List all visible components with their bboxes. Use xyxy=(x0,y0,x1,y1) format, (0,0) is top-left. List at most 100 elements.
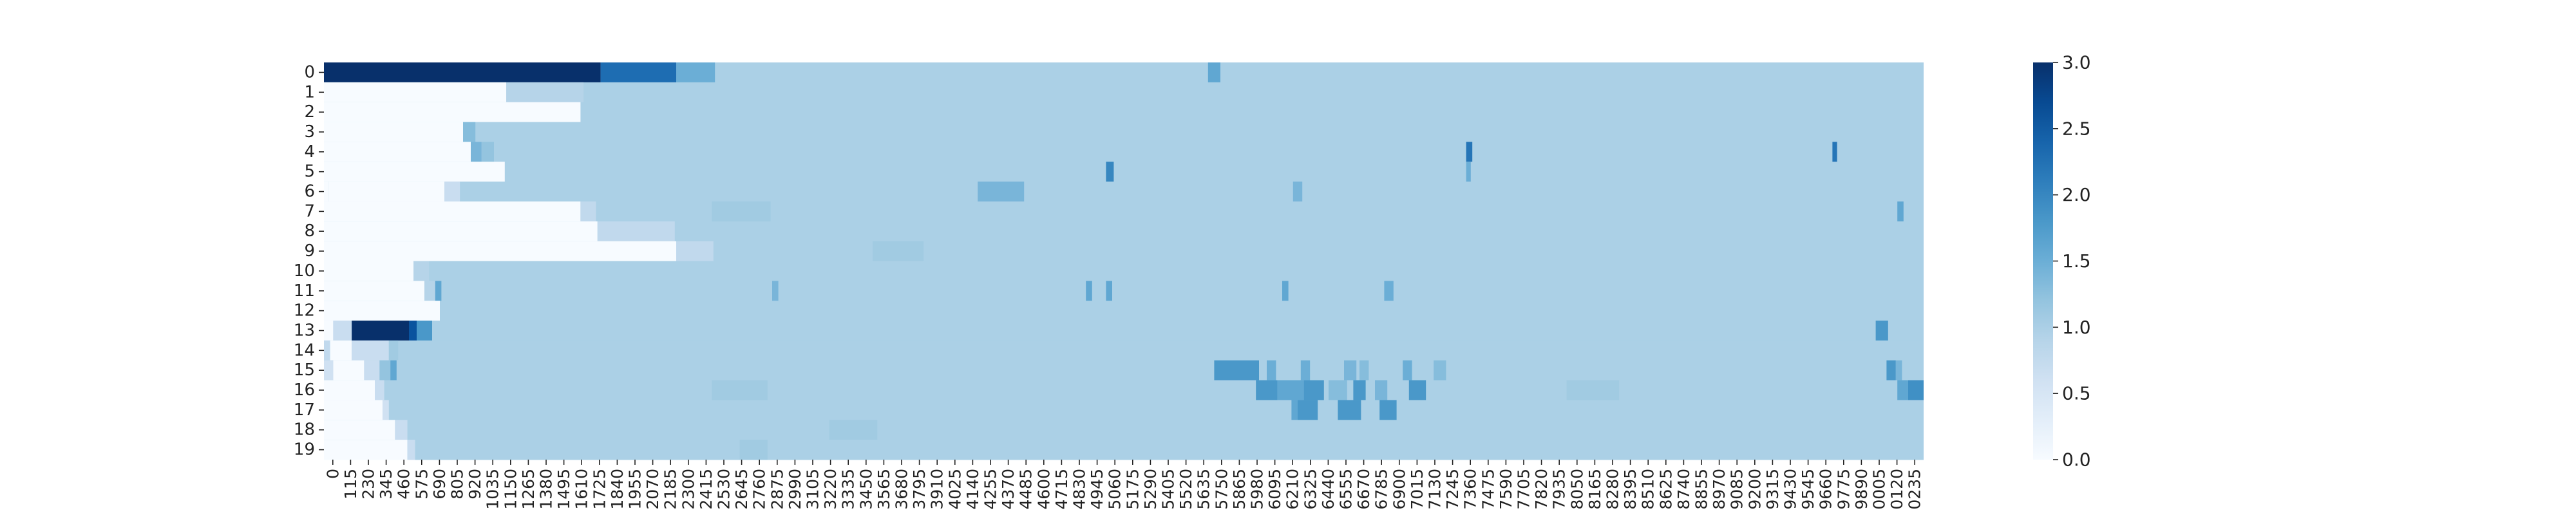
x-tick-label: 1265 xyxy=(519,469,538,510)
x-tick-label: 1035 xyxy=(484,469,502,510)
colorbar xyxy=(2033,62,2053,460)
heatmap-row-2-base xyxy=(324,102,1924,123)
x-tick-label: 9200 xyxy=(1745,469,1764,510)
x-tick-label: 8510 xyxy=(1639,469,1658,510)
x-tick-label: 7705 xyxy=(1515,469,1533,510)
x-tick-label: 2070 xyxy=(643,469,662,510)
heatmap-cell-row7-0 xyxy=(324,201,581,222)
x-tick-label: 9660 xyxy=(1817,469,1835,510)
x-tick-label: 9430 xyxy=(1781,469,1800,510)
heatmap-cell-row16-4 xyxy=(1277,380,1304,400)
y-tick-label: 5 xyxy=(304,162,315,182)
x-tick-label: 460 xyxy=(395,469,413,500)
heatmap-cell-row13-1 xyxy=(333,321,352,341)
x-tick-label: 7935 xyxy=(1550,469,1569,510)
heatmap-cell-row11-5 xyxy=(1106,281,1112,301)
y-tick-label: 12 xyxy=(294,301,315,321)
heatmap-cell-row4-4 xyxy=(1832,142,1837,162)
heatmap-cell-row7-1 xyxy=(580,201,596,222)
y-tick-label: 15 xyxy=(294,360,315,380)
x-tick-label: 7475 xyxy=(1479,469,1497,510)
x-tick-label: 5750 xyxy=(1212,469,1231,510)
heatmap-row-5-base xyxy=(324,162,1924,182)
colorbar-tick-label: 0.0 xyxy=(2062,449,2091,471)
heatmap-cell-row14-1 xyxy=(330,340,352,361)
x-tick-label: 3105 xyxy=(804,469,822,510)
x-tick-label: 1610 xyxy=(573,469,591,510)
colorbar-tick-label: 3.0 xyxy=(2062,52,2091,73)
x-tick-label: 2760 xyxy=(750,469,769,510)
x-tick-label: 6440 xyxy=(1319,469,1338,510)
x-tick-label: 3565 xyxy=(875,469,893,510)
heatmap-cell-row15-0 xyxy=(324,360,334,381)
x-tick-label: 8970 xyxy=(1710,469,1728,510)
heatmap-cell-row9-1 xyxy=(676,241,714,261)
heatmap-row-3-base xyxy=(324,122,1924,142)
heatmap-cell-row19-1 xyxy=(407,440,415,460)
y-tick-label: 17 xyxy=(294,400,315,420)
heatmap-cell-row14-0 xyxy=(324,340,330,361)
x-tick-label: 4140 xyxy=(963,469,982,510)
heatmap-cell-row11-2 xyxy=(435,281,442,301)
x-tick-label: 1725 xyxy=(590,469,609,510)
x-tick-label: 6325 xyxy=(1301,469,1320,510)
heatmap-cell-row10-1 xyxy=(413,261,430,281)
x-tick-label: 9890 xyxy=(1852,469,1871,510)
heatmap-cell-row18-1 xyxy=(395,420,408,440)
x-tick-label: 4715 xyxy=(1052,469,1071,510)
heatmap-cell-row19-0 xyxy=(324,440,408,460)
x-tick-label: 4945 xyxy=(1088,469,1106,510)
x-tick-label: 8165 xyxy=(1586,469,1604,510)
heatmap-cell-row16-11 xyxy=(1897,380,1908,400)
y-tick-label: 4 xyxy=(304,142,315,162)
x-tick-label: 8050 xyxy=(1567,469,1586,510)
heatmap-row-1-base xyxy=(324,82,1924,103)
heatmap-cell-row11-4 xyxy=(1086,281,1092,301)
heatmap-cell-row6-3 xyxy=(978,182,1025,202)
x-tick-label: 5060 xyxy=(1106,469,1124,510)
heatmap-cell-row8-1 xyxy=(597,221,675,242)
heatmap-cell-row15-12 xyxy=(1886,360,1896,381)
heatmap-cell-row5-0 xyxy=(324,162,505,182)
x-tick-label: 9545 xyxy=(1799,469,1817,510)
heatmap-cell-row6-2 xyxy=(444,182,460,202)
x-tick-label: 7130 xyxy=(1426,469,1444,510)
x-tick-label: 8740 xyxy=(1674,469,1693,510)
x-tick-label: 4025 xyxy=(945,469,964,510)
heatmap-cell-row3-1 xyxy=(463,122,476,142)
heatmap-row-13-base xyxy=(324,321,1924,341)
x-tick-label: 9085 xyxy=(1728,469,1747,510)
heatmap-cell-row16-6 xyxy=(1329,380,1347,400)
heatmap-cell-row17-3 xyxy=(1298,400,1318,420)
x-tick-label: 575 xyxy=(412,469,431,500)
x-tick-label: 4370 xyxy=(999,469,1018,510)
x-tick-label: 2530 xyxy=(715,469,734,510)
x-tick-label: 690 xyxy=(430,469,449,500)
colorbar-tick-label: 2.5 xyxy=(2062,118,2091,139)
heatmap-row-17-base xyxy=(324,400,1924,420)
x-tick-label: 9775 xyxy=(1834,469,1853,510)
heatmap-cell-row15-7 xyxy=(1300,360,1311,381)
heatmap-cell-row7-2 xyxy=(712,201,771,222)
y-tick-label: 14 xyxy=(294,341,315,360)
x-tick-label: 230 xyxy=(359,469,378,500)
x-tick-label: 3680 xyxy=(893,469,911,510)
x-tick-label: 3910 xyxy=(928,469,947,510)
x-tick-label: 7590 xyxy=(1497,469,1515,510)
x-tick-label: 8395 xyxy=(1621,469,1640,510)
heatmap-cell-row15-8 xyxy=(1344,360,1357,381)
x-tick-label: 7015 xyxy=(1408,469,1426,510)
heatmap-cell-row13-4 xyxy=(417,321,432,341)
heatmap-cell-row17-1 xyxy=(383,400,389,420)
colorbar-tick-label: 1.5 xyxy=(2062,250,2091,272)
x-tick-label: 0005 xyxy=(1870,469,1889,510)
y-tick-label: 2 xyxy=(304,102,315,122)
x-tick-label: 2415 xyxy=(697,469,715,510)
colorbar-tick-label: 2.0 xyxy=(2062,184,2091,205)
heatmap-cell-row4-1 xyxy=(471,142,482,162)
x-tick-label: 4830 xyxy=(1070,469,1089,510)
heatmap-cell-row15-6 xyxy=(1267,360,1276,381)
heatmap-cell-row17-0 xyxy=(324,400,383,420)
